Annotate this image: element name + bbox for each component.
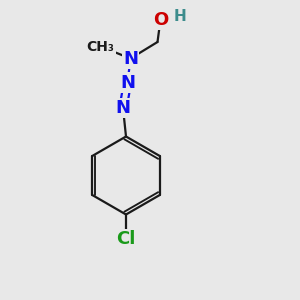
Text: N: N (123, 50, 138, 68)
Text: N: N (120, 74, 135, 92)
Text: Cl: Cl (116, 230, 136, 248)
Text: N: N (116, 99, 130, 117)
Text: O: O (153, 11, 168, 28)
Text: CH₃: CH₃ (87, 40, 114, 53)
Text: H: H (174, 9, 186, 24)
